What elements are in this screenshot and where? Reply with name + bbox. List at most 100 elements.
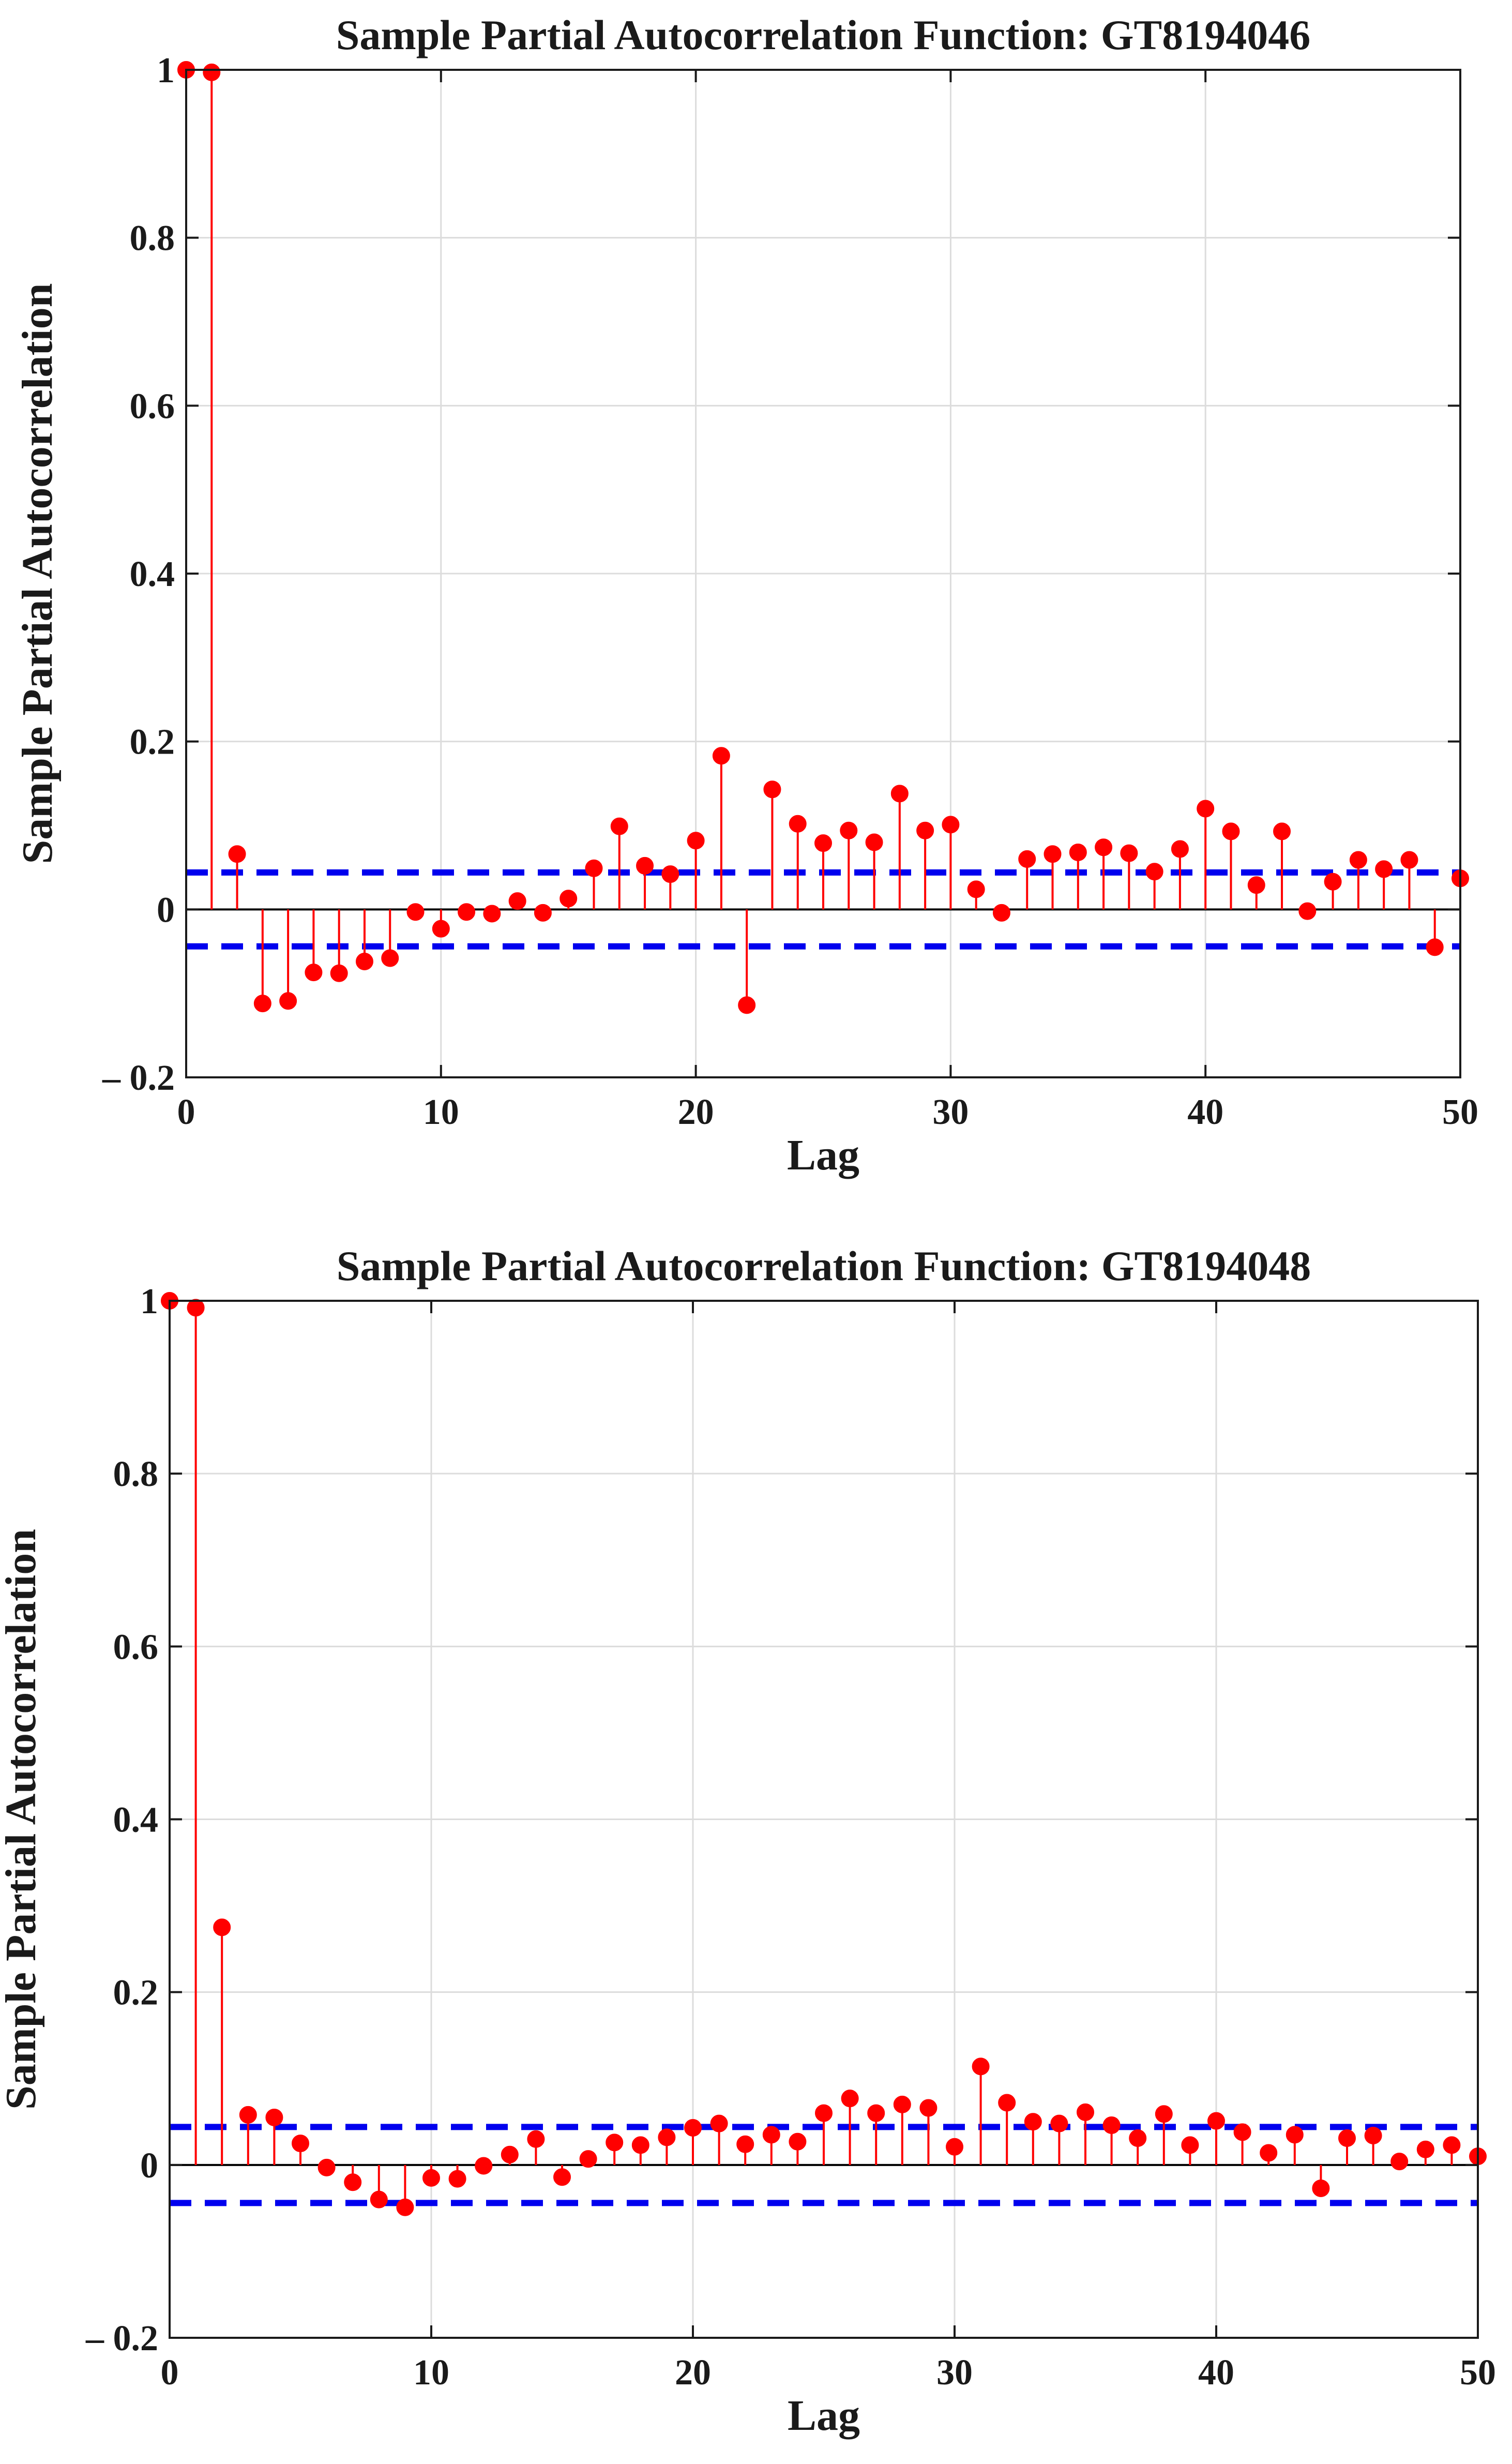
pacf-marker-lag-29 [919, 2099, 938, 2117]
pacf-marker-lag-35 [1077, 2103, 1094, 2121]
pacf-marker-lag-22 [738, 996, 756, 1014]
pacf-marker-lag-46 [1349, 851, 1367, 869]
pacf-marker-lag-2 [213, 1918, 231, 1936]
pacf-marker-lag-25 [814, 834, 832, 852]
pacf-marker-lag-25 [815, 2104, 833, 2122]
pacf-marker-lag-3 [239, 2106, 257, 2124]
pacf-marker-lag-37 [1129, 2129, 1147, 2147]
pacf-marker-lag-33 [1024, 2113, 1042, 2131]
pacf-marker-lag-17 [606, 2134, 624, 2152]
pacf-marker-lag-41 [1233, 2123, 1251, 2141]
pacf-marker-lag-29 [916, 821, 934, 839]
pacf-marker-lag-9 [396, 2198, 414, 2216]
pacf-marker-lag-31 [972, 2057, 990, 2076]
pacf-marker-lag-45 [1338, 2129, 1356, 2147]
pacf-marker-lag-40 [1197, 800, 1215, 818]
pacf-marker-lag-14 [534, 904, 552, 922]
pacf-marker-lag-13 [501, 2145, 519, 2163]
y-axis-label: Sample Partial Autocorrelation [0, 1529, 45, 2110]
pacf-marker-lag-15 [553, 2168, 571, 2186]
pacf-marker-lag-34 [1050, 2114, 1068, 2132]
pacf-marker-lag-12 [475, 2157, 493, 2175]
x-tick-label: 30 [936, 2353, 973, 2393]
pacf-marker-lag-47 [1390, 2153, 1409, 2171]
pacf-marker-lag-2 [228, 845, 246, 863]
pacf-stems [161, 1292, 1487, 2216]
pacf-marker-lag-34 [1044, 845, 1062, 863]
grid [186, 70, 1460, 1077]
pacf-marker-lag-26 [840, 821, 858, 839]
pacf-marker-lag-38 [1145, 863, 1163, 881]
pacf-marker-lag-49 [1443, 2136, 1461, 2154]
pacf-marker-lag-18 [636, 857, 654, 875]
pacf-marker-lag-22 [736, 2135, 754, 2153]
pacf-marker-lag-26 [841, 2090, 859, 2108]
pacf-stems [177, 61, 1469, 1014]
x-tick-label: 50 [1442, 1092, 1478, 1132]
pacf-marker-lag-16 [585, 859, 603, 877]
pacf-marker-lag-49 [1426, 938, 1444, 956]
pacf-marker-lag-4 [265, 2108, 283, 2126]
pacf-marker-lag-5 [305, 964, 323, 982]
y-tick-label: 1 [157, 51, 175, 91]
y-tick-label: 0.2 [130, 723, 175, 762]
x-axis-label: Lag [787, 1131, 859, 1179]
pacf-marker-lag-47 [1375, 860, 1393, 878]
pacf-marker-lag-27 [867, 2104, 885, 2122]
pacf-marker-lag-24 [789, 815, 807, 833]
x-tick-label: 20 [675, 2353, 711, 2393]
pacf-marker-lag-40 [1207, 2112, 1225, 2130]
pacf-marker-lag-48 [1400, 851, 1418, 869]
pacf-marker-lag-10 [432, 920, 450, 938]
pacf-marker-lag-4 [279, 992, 297, 1010]
y-tick-label: 0 [140, 2146, 158, 2186]
x-tick-label: 40 [1198, 2353, 1234, 2393]
pacf-marker-lag-13 [508, 892, 526, 910]
pacf-marker-lag-10 [422, 2169, 440, 2187]
pacf-marker-lag-1 [187, 1299, 205, 1317]
pacf-marker-lag-30 [946, 2138, 963, 2156]
x-tick-label: 40 [1187, 1092, 1223, 1132]
pacf-marker-lag-20 [687, 832, 705, 850]
pacf-marker-lag-8 [381, 949, 399, 967]
pacf-marker-lag-38 [1155, 2105, 1173, 2123]
pacf-marker-lag-32 [992, 904, 1010, 922]
pacf-marker-lag-7 [344, 2173, 362, 2191]
chart-title: Sample Partial Autocorrelation Function:… [336, 11, 1310, 58]
pacf-marker-lag-6 [330, 964, 348, 982]
pacf-marker-lag-27 [865, 833, 883, 851]
pacf-marker-lag-16 [579, 2150, 597, 2168]
x-tick-label: 10 [413, 2353, 449, 2393]
pacf-marker-lag-5 [292, 2135, 309, 2153]
pacf-marker-lag-46 [1364, 2127, 1382, 2145]
y-axis-label: Sample Partial Autocorrelation [13, 283, 62, 864]
pacf-marker-lag-1 [203, 63, 221, 81]
pacf-marker-lag-31 [967, 880, 985, 898]
pacf-marker-lag-48 [1416, 2140, 1434, 2158]
pacf-marker-lag-21 [710, 2114, 728, 2132]
y-tick-label: 0.6 [130, 386, 175, 426]
pacf-marker-lag-20 [684, 2119, 702, 2137]
pacf-marker-lag-21 [712, 747, 730, 765]
pacf-marker-lag-17 [610, 817, 628, 835]
pacf-marker-lag-36 [1095, 838, 1113, 857]
pacf-marker-lag-7 [355, 952, 373, 970]
pacf-marker-lag-11 [458, 903, 476, 921]
x-tick-label: 0 [161, 2353, 179, 2393]
pacf-marker-lag-37 [1120, 844, 1138, 862]
x-tick-label: 10 [423, 1092, 459, 1132]
pacf-marker-lag-24 [789, 2132, 807, 2151]
pacf-marker-lag-41 [1222, 822, 1240, 840]
pacf-marker-lag-42 [1260, 2144, 1278, 2162]
pacf-marker-lag-45 [1324, 873, 1342, 891]
y-tick-label: 0.2 [113, 1973, 159, 2013]
y-tick-label: – 0.2 [102, 1058, 175, 1098]
pacf-marker-lag-23 [763, 780, 781, 799]
pacf-marker-lag-19 [661, 865, 679, 883]
x-tick-label: 50 [1460, 2353, 1496, 2393]
pacf-marker-lag-3 [253, 995, 271, 1013]
pacf-marker-lag-23 [762, 2126, 780, 2144]
